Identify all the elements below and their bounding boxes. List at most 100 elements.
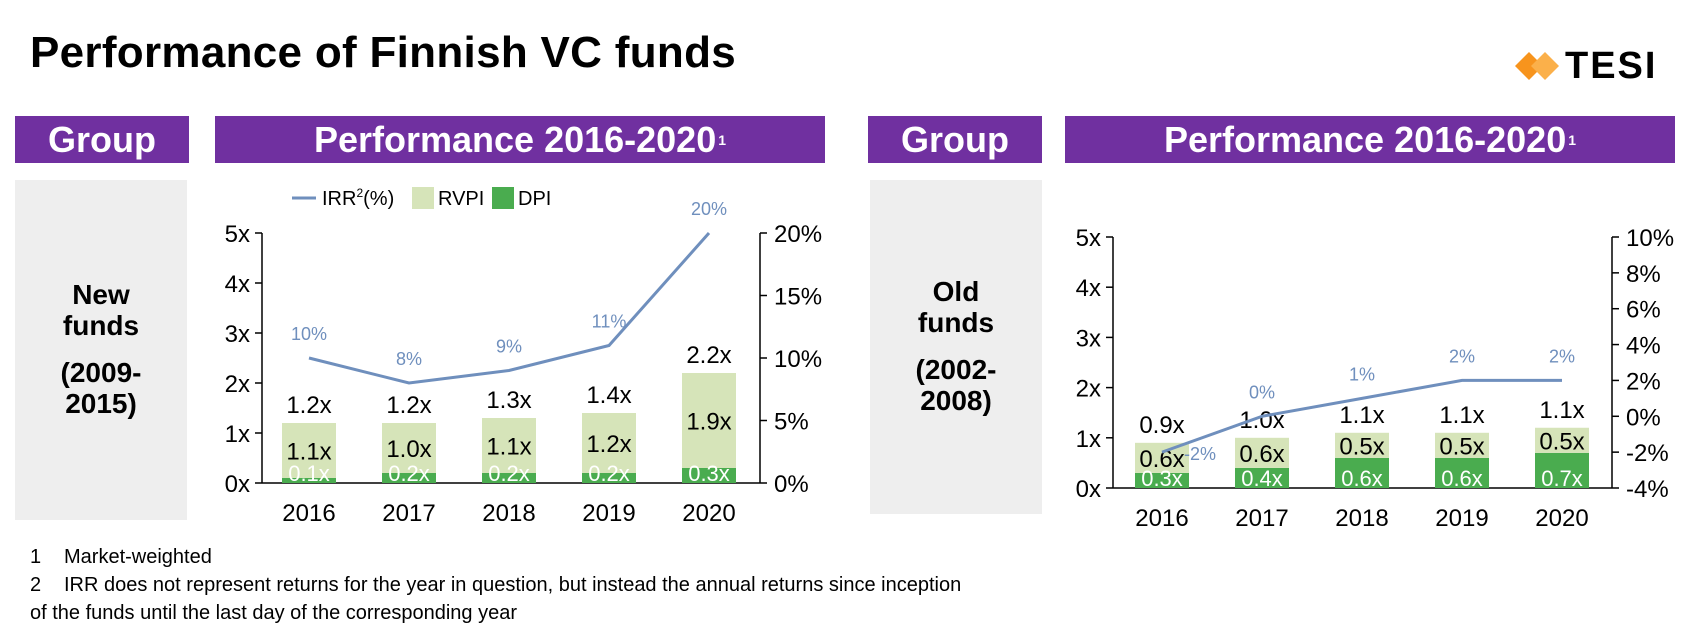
tesi-logo-icon — [1515, 52, 1559, 80]
footnote-2-continued: of the funds until the last day of the c… — [30, 602, 517, 624]
left-axis-tick-label: 2x — [1076, 376, 1101, 403]
rvpi-value-label: 0.5x — [1339, 433, 1384, 460]
left-axis-tick-label: 1x — [1076, 426, 1101, 453]
page-title: Performance of Finnish VC funds — [30, 28, 737, 77]
bar-rvpi — [582, 413, 636, 473]
x-axis-tick-label: 2019 — [582, 500, 635, 527]
bar-rvpi — [1135, 442, 1189, 473]
irr-value-label: 2% — [1449, 346, 1475, 366]
rvpi-value-label: 0.5x — [1539, 428, 1584, 455]
irr-value-label: 1% — [1349, 364, 1375, 384]
left-axis-tick-label: 3x — [1076, 325, 1101, 352]
x-axis-tick-label: 2019 — [1435, 505, 1488, 532]
group-name-new-2: funds — [62, 310, 140, 342]
total-value-label: 1.1x — [1439, 402, 1484, 429]
total-value-label: 0.9x — [1139, 412, 1184, 439]
right-axis-tick-label: 0% — [1626, 404, 1661, 431]
bar-dpi — [1335, 457, 1389, 488]
right-axis-tick-label: 8% — [1626, 261, 1661, 288]
rvpi-value-label: 1.2x — [586, 431, 631, 458]
bar-dpi — [1135, 472, 1189, 488]
total-value-label: 1.2x — [386, 392, 431, 419]
logo-text: TESI — [1565, 44, 1658, 87]
left-axis-tick-label: 5x — [1076, 225, 1101, 252]
x-axis-tick-label: 2016 — [1135, 505, 1188, 532]
irr-value-label: 10% — [291, 324, 327, 344]
dpi-value-label: 0.7x — [1541, 466, 1583, 491]
left-axis-tick-label: 2x — [225, 371, 250, 398]
right-axis-tick-label: 20% — [774, 221, 822, 248]
left-axis-tick-label: 3x — [225, 321, 250, 348]
right-axis-tick-label: 2% — [1626, 368, 1661, 395]
irr-value-label: 20% — [691, 199, 727, 219]
dpi-value-label: 0.2x — [588, 461, 630, 486]
right-axis-tick-label: -2% — [1626, 440, 1669, 467]
irr-value-label: 11% — [592, 312, 627, 332]
total-value-label: 1.1x — [1539, 397, 1584, 424]
legend-rvpi-label: RVPI — [438, 188, 484, 210]
total-value-label: 2.2x — [686, 342, 731, 369]
performance-header-left-text: Performance 2016-2020 — [313, 118, 717, 160]
bar-dpi — [1235, 467, 1289, 488]
bar-dpi — [382, 473, 436, 483]
dpi-value-label: 0.3x — [1141, 466, 1183, 491]
right-axis-tick-label: 10% — [774, 346, 822, 373]
bar-rvpi — [682, 373, 736, 468]
x-axis-tick-label: 2017 — [382, 500, 435, 527]
tesi-logo: TESI — [1515, 44, 1657, 88]
irr-line — [308, 232, 711, 385]
left-axis-tick-label: 1x — [225, 421, 250, 448]
dpi-value-label: 0.3x — [688, 461, 730, 486]
bar-rvpi — [1535, 427, 1589, 453]
legend-dpi-swatch — [492, 187, 514, 209]
right-axis-tick-label: -4% — [1626, 476, 1669, 503]
irr-value-label: 0% — [1249, 382, 1275, 402]
legend-irr-label: IRR2(%) — [322, 186, 394, 210]
x-axis-tick-label: 2020 — [1535, 505, 1588, 532]
rvpi-value-label: 1.1x — [486, 434, 531, 461]
footnotes: 1 Market-weighted 2 IRR does not represent… — [30, 543, 961, 627]
x-axis-tick-label: 2018 — [1335, 505, 1388, 532]
bar-dpi — [482, 473, 536, 483]
rvpi-value-label: 0.6x — [1139, 446, 1184, 473]
rvpi-value-label: 0.6x — [1239, 441, 1284, 468]
legend-rvpi-swatch — [412, 187, 434, 209]
bar-rvpi — [282, 423, 336, 478]
irr-line — [1161, 378, 1562, 454]
group-name-old: Old — [932, 276, 980, 308]
rvpi-value-label: 1.1x — [286, 439, 331, 466]
irr-value-label: 2% — [1549, 346, 1575, 366]
bar-dpi — [582, 473, 636, 483]
rvpi-value-label: 0.5x — [1439, 433, 1484, 460]
bar-dpi — [1535, 452, 1589, 488]
performance-header-right-text: Performance 2016-2020 — [1163, 118, 1567, 160]
dpi-value-label: 0.6x — [1341, 466, 1383, 491]
performance-header-left-footnote: 1 — [718, 131, 727, 148]
rvpi-value-label: 1.0x — [386, 436, 431, 463]
group-header-right: Group — [868, 116, 1042, 163]
x-axis-tick-label: 2020 — [682, 500, 735, 527]
irr-value-label: 8% — [396, 349, 422, 369]
performance-header-left: Performance 2016-2020 1 — [215, 116, 825, 163]
group-name-new: New — [72, 279, 130, 311]
total-value-label: 1.1x — [1339, 402, 1384, 429]
left-axis-tick-label: 0x — [225, 471, 250, 498]
right-axis-tick-label: 6% — [1626, 297, 1661, 324]
group-name-old-2: funds — [917, 307, 995, 339]
legend-dpi-label: DPI — [518, 188, 551, 210]
dpi-value-label: 0.4x — [1241, 466, 1283, 491]
right-axis-tick-label: 5% — [774, 409, 809, 436]
dpi-value-label: 0.2x — [388, 461, 430, 486]
left-axis-tick-label: 4x — [225, 271, 250, 298]
bar-dpi — [682, 468, 736, 483]
total-value-label: 1.0x — [1239, 407, 1284, 434]
total-value-label: 1.2x — [286, 392, 331, 419]
group-panel-new-funds: New funds (2009- 2015) — [15, 180, 187, 520]
x-axis-tick-label: 2016 — [282, 500, 335, 527]
performance-header-right-footnote: 1 — [1568, 131, 1577, 148]
footnote-2: 2 IRR does not represent returns for the … — [30, 574, 962, 596]
irr-value-label: -2% — [1184, 444, 1216, 464]
group-years-old: (2002- — [915, 354, 997, 385]
